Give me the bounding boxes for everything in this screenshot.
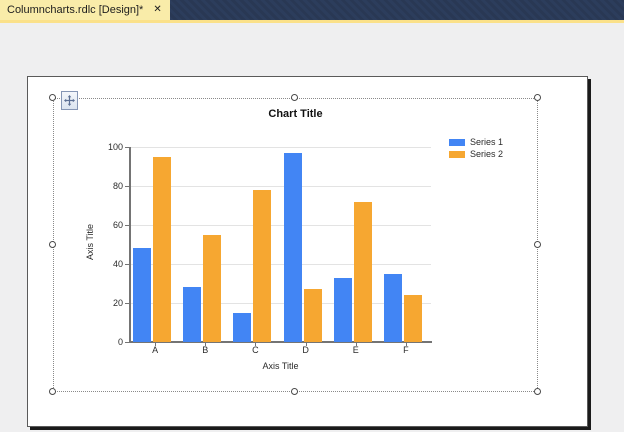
design-surface[interactable]: Chart Title Axis Title Axis Title 0 20 40 6…	[0, 23, 624, 432]
selection-handle-bottom-center[interactable]	[291, 388, 298, 395]
bar-series-1	[133, 248, 151, 342]
x-axis-tick	[405, 342, 407, 346]
y-gridline	[130, 147, 431, 148]
category-label: B	[202, 345, 209, 355]
selection-handle-top-left[interactable]	[49, 94, 56, 101]
x-axis-tick	[305, 342, 307, 346]
legend-swatch	[449, 138, 465, 146]
selection-handle-middle-right[interactable]	[534, 241, 541, 248]
document-tab[interactable]: Columncharts.rdlc [Design]* ✕	[0, 0, 170, 20]
x-axis-title: Axis Title	[262, 361, 299, 371]
x-axis-tick	[205, 342, 207, 346]
selection-handle-middle-left[interactable]	[49, 241, 56, 248]
tab-title: Columncharts.rdlc [Design]*	[7, 4, 144, 16]
selection-handle-bottom-right[interactable]	[534, 388, 541, 395]
tab-strip-underline	[0, 20, 624, 23]
chart-title: Chart Title	[268, 108, 323, 120]
x-axis-tick	[155, 342, 157, 346]
report-canvas[interactable]: Chart Title Axis Title Axis Title 0 20 40 6…	[27, 76, 588, 427]
move-handle-icon[interactable]	[61, 91, 78, 110]
y-axis-tick	[125, 186, 129, 187]
bar-series-2	[153, 156, 171, 342]
chart-control[interactable]: Chart Title Axis Title Axis Title 0 20 40 6…	[28, 77, 589, 428]
y-gridline	[130, 186, 431, 187]
tab-close-icon[interactable]: ✕	[153, 4, 162, 15]
y-tick-label: 40	[112, 259, 123, 269]
y-axis-line	[129, 147, 131, 342]
chart-legend: Series 1 Series 2	[449, 136, 503, 160]
bar-series-1	[333, 277, 352, 342]
legend-item: Series 1	[449, 136, 503, 148]
legend-item: Series 2	[449, 148, 503, 160]
y-tick-label: 80	[112, 181, 123, 191]
bar-series-2	[353, 201, 372, 342]
y-gridline	[130, 264, 431, 265]
y-axis-tick	[125, 303, 129, 304]
y-tick-label: 100	[107, 142, 123, 152]
bar-series-2	[253, 189, 272, 342]
selection-rectangle	[53, 98, 538, 392]
legend-swatch	[449, 150, 465, 158]
selection-handle-bottom-left[interactable]	[49, 388, 56, 395]
selection-handle-top-right[interactable]	[534, 94, 541, 101]
category-label: F	[403, 345, 409, 355]
category-label: C	[252, 345, 259, 355]
y-axis-tick	[125, 342, 129, 343]
bar-series-2	[303, 289, 322, 342]
bar-series-1	[233, 312, 252, 342]
x-axis-tick	[255, 342, 257, 346]
y-gridline	[130, 303, 431, 304]
move-arrows-icon	[64, 95, 75, 106]
category-label: D	[302, 345, 309, 355]
category-label: E	[352, 345, 359, 355]
y-axis-tick	[125, 225, 129, 226]
bar-series-1	[183, 287, 202, 342]
y-tick-label: 20	[112, 298, 123, 308]
bar-series-2	[403, 295, 422, 342]
x-axis-tick	[355, 342, 357, 346]
selection-handle-top-center[interactable]	[291, 94, 298, 101]
y-axis-tick	[125, 264, 129, 265]
y-tick-label: 60	[112, 220, 123, 230]
y-axis-tick	[125, 147, 129, 148]
legend-label: Series 1	[470, 137, 504, 147]
bar-series-1	[383, 273, 402, 342]
x-axis-line	[129, 341, 432, 343]
y-gridline	[130, 225, 431, 226]
legend-label: Series 2	[470, 149, 504, 159]
tab-strip: Columncharts.rdlc [Design]* ✕	[0, 0, 624, 20]
y-tick-label: 0	[117, 337, 123, 347]
category-label: A	[152, 345, 159, 355]
bar-series-2	[203, 234, 222, 342]
bar-series-1	[283, 152, 302, 342]
